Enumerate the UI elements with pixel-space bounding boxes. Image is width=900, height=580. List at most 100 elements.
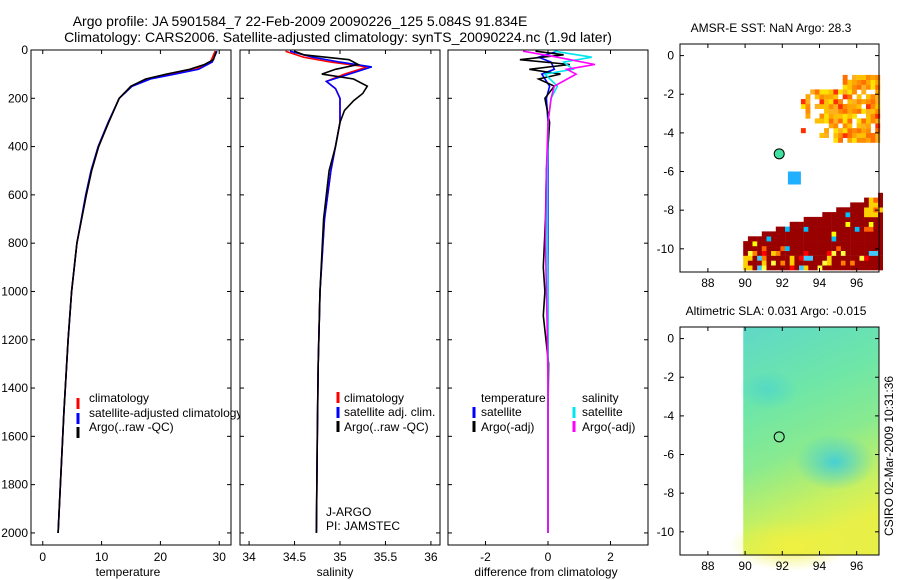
sst-pixel [752,255,758,261]
sst-pixel [854,207,860,213]
sst-pixel [803,236,809,242]
sst-pixel [878,212,883,218]
sst-pixel [766,255,772,261]
x-tick-label: 96 [850,559,864,573]
sst-pixel [859,226,865,232]
sst-pixel [864,236,869,242]
sst-pixel [808,250,814,256]
sst-pixel [757,245,763,251]
sst-pixel [866,74,871,80]
sst-pixel [808,236,814,242]
sst-pixel [873,226,879,232]
y-tick-label: 0 [667,49,674,63]
sst-pixel [861,137,867,143]
sst-pixel [856,128,862,134]
sst-pixel [813,221,818,227]
sst-pixel [836,236,842,242]
sst-pixel [838,132,843,138]
sst-pixel [747,236,753,242]
sst-pixel [868,221,874,227]
sst-pixel [852,132,857,138]
sst-pixel [805,113,811,119]
sst-pixel [808,226,814,232]
sst-pixel [757,250,763,256]
sst-pixel [854,265,860,271]
sst-pixel [828,89,834,95]
sst-pixel [828,108,834,114]
sst-pixel [819,132,825,138]
sst-pixel [840,226,846,232]
y-tick-label: -8 [663,486,674,500]
sst-pixel [833,137,839,143]
x-tick-label: 90 [738,559,752,573]
sst-pixel [842,132,848,138]
sst-pixel [803,265,809,271]
sst-pixel [847,103,853,109]
sst-pixel [826,245,832,251]
difference-legend: temperature satellite Argo(-adj) salinit… [472,391,635,434]
sst-pixel [794,226,800,232]
sla-map-title: Altimetric SLA: 0.031 Argo: -0.015 [686,304,867,318]
sst-pixel [826,212,832,218]
sst-pixel [789,236,795,242]
sst-pixel [873,231,879,237]
sst-pixel [873,202,879,208]
sst-pixel [859,241,865,247]
x-tick-label: 2 [607,550,614,564]
sst-pixel [870,118,876,124]
sst-pixel [856,84,862,90]
sst-pixel [868,226,874,232]
x-tick-label: 94 [813,276,827,290]
sst-pixel [838,137,843,143]
sst-pixel [840,221,846,227]
sst-pixel [838,89,843,95]
sst-pixel [875,108,881,114]
sst-pixel [766,260,772,266]
difference-panel: -2 0 2 difference from climatology tempera… [447,49,649,579]
sla-high-anomaly [730,519,850,571]
sst-pixel [870,132,876,138]
sst-pixel [868,241,874,247]
sst-pixel [864,212,869,218]
sst-pixel [775,265,781,271]
sst-pixel [766,245,772,251]
sst-pixel [854,216,860,222]
sst-pixel [831,236,837,242]
sst-pixel [847,132,853,138]
sst-pixel [789,250,795,256]
sst-pixel [840,236,846,242]
sst-pixel [799,236,804,242]
sst-pixel [752,250,758,256]
sst-pixel [817,221,823,227]
sst-pixel [752,236,758,242]
sst-pixel [824,118,829,124]
sst-pixel [878,231,883,237]
sst-pixel [870,79,876,85]
sst-pixel [842,79,848,85]
sst-pixel [878,245,883,251]
sst-pixel [805,99,811,105]
sst-pixel [842,84,848,90]
sst-pixel [808,260,814,266]
y-tick-label: -10 [657,242,675,256]
sst-pixel [761,250,767,256]
sst-pixel [859,236,865,242]
sst-pixel [861,123,867,129]
sst-pixel [873,236,879,242]
sst-pixel [808,255,814,261]
y-tick-label: -4 [663,126,674,140]
sst-pixel [859,202,865,208]
sst-pixel [831,226,837,232]
sla-argo-position-marker [773,431,785,443]
sst-pixel [828,113,834,119]
legend-sal-argo-label: Argo(-adj) [582,420,635,434]
sst-pixel [854,231,860,237]
sst-pixel [831,231,837,237]
sst-pixel [856,118,862,124]
y-tick-label: 800 [8,236,28,250]
sst-pixel [875,123,881,129]
sst-pixel [852,79,857,85]
sst-pixel [864,197,869,203]
sst-pixel [817,250,823,256]
sst-pixel [771,250,776,256]
